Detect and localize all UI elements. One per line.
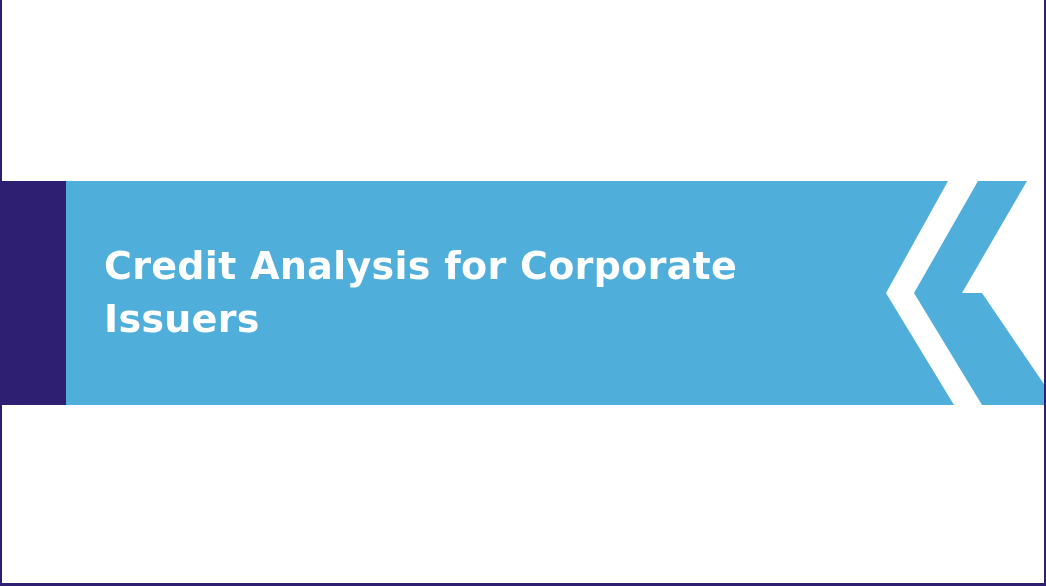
slide-title-line-2: Issuers [104,297,260,341]
banner-ribbon [66,181,954,405]
chevron-arrow-icon [914,181,1044,405]
accent-bar [2,181,66,405]
slide-title: Credit Analysis for Corporate Issuers [104,240,864,346]
slide-title-line-1: Credit Analysis for Corporate [104,244,738,288]
